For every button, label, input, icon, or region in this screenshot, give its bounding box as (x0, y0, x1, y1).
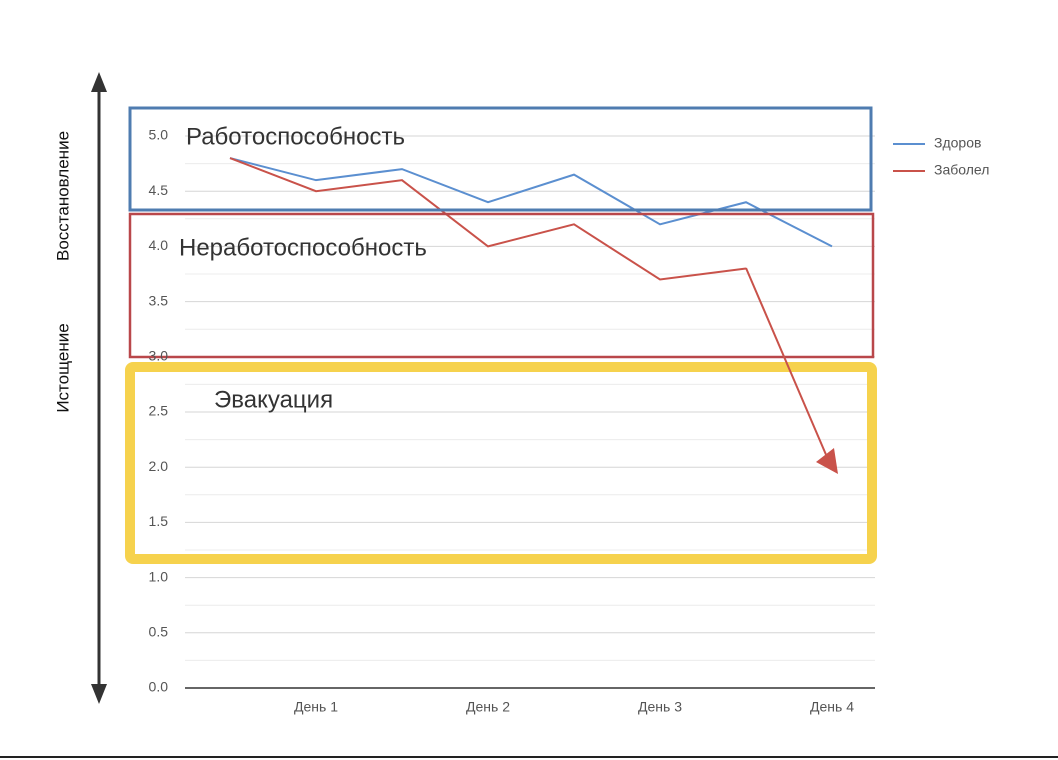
series-line (229, 157, 833, 248)
legend-label: Заболел (934, 162, 989, 178)
x-tick-label: День 1 (294, 699, 338, 715)
marks (229, 157, 833, 281)
zone-box (125, 362, 877, 564)
y-tick-label: 4.5 (149, 182, 169, 198)
x-tick-label: День 2 (466, 699, 510, 715)
y-tick-label: 3.0 (149, 348, 169, 364)
trend-arrow (745, 267, 831, 465)
series-line (229, 157, 747, 281)
arrow-head (91, 684, 107, 704)
y-tick-label: 1.5 (149, 513, 169, 529)
zone-box (128, 212, 875, 359)
y-tick-label: 2.0 (149, 458, 169, 474)
legend-label: Здоров (934, 135, 981, 151)
y-tick-label: 0.5 (149, 624, 169, 640)
side-label: Восстановление (53, 131, 72, 261)
zone-box (128, 106, 873, 212)
zone-label: Эвакуация (214, 386, 333, 413)
y-tick-label: 4.0 (149, 237, 169, 253)
y-tick-label: 3.5 (149, 292, 169, 308)
y-tick-label: 5.0 (149, 127, 169, 143)
y-tick-label: 1.0 (149, 568, 169, 584)
zone-label: Неработоспособность (179, 234, 427, 261)
y-tick-label: 2.5 (149, 403, 169, 419)
arrow-head (91, 72, 107, 92)
x-tick-label: День 4 (810, 699, 854, 715)
side-label: Истощение (53, 323, 72, 412)
zone-label: Работоспособность (186, 123, 405, 150)
y-tick-label: 0.0 (149, 679, 169, 695)
x-tick-label: День 3 (638, 699, 682, 715)
arrow-head (816, 448, 838, 474)
